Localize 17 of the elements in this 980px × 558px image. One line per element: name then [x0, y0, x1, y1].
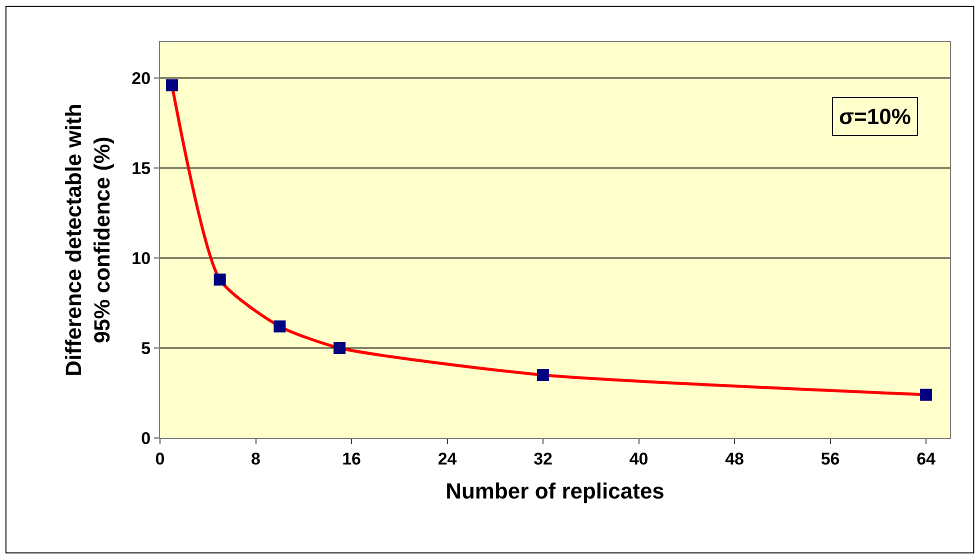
y-tick-label: 10: [132, 248, 151, 268]
x-tick-label: 40: [629, 449, 648, 468]
x-tick-label: 0: [155, 449, 165, 468]
x-tick-label: 24: [438, 449, 458, 468]
y-tick-label: 15: [132, 158, 151, 178]
y-tick-label: 0: [141, 428, 151, 448]
x-tick-label: 16: [342, 449, 361, 468]
x-tick-label: 8: [251, 449, 260, 468]
y-tick-label: 5: [141, 338, 151, 358]
x-tick-label: 56: [820, 449, 840, 468]
x-tick-label: 64: [916, 449, 936, 468]
x-tick-label: 48: [725, 449, 744, 468]
x-axis-title: Number of replicates: [446, 478, 664, 504]
y-tick-label: 20: [132, 68, 151, 88]
y-axis-title: Difference detectable with 95% confidence (%): [60, 104, 114, 376]
annotation: σ=10%: [839, 104, 911, 129]
x-tick-label: 32: [534, 449, 552, 468]
